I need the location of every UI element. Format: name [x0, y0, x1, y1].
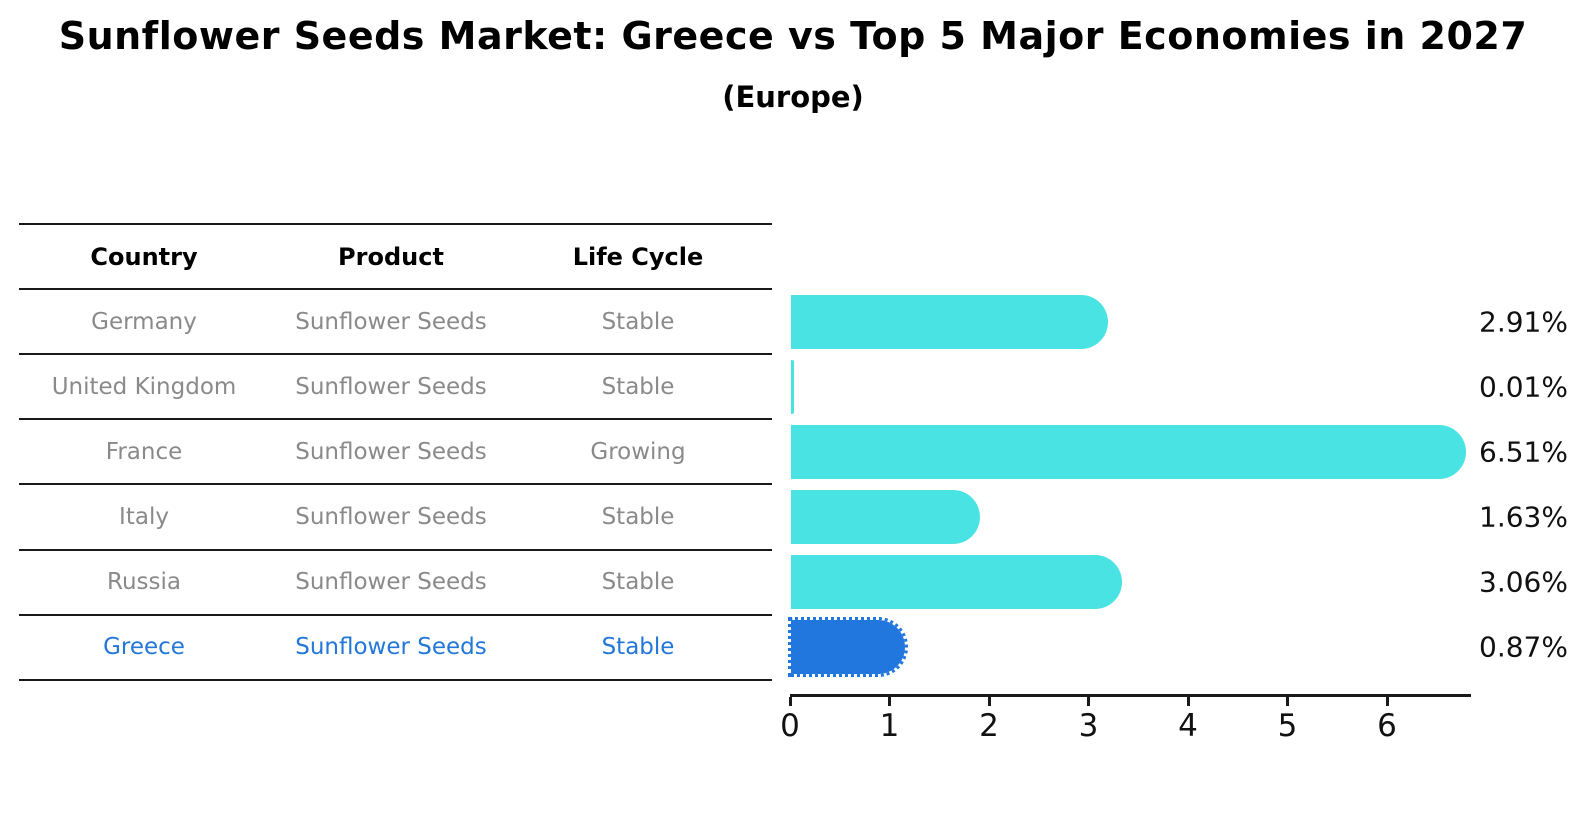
bar: [791, 359, 794, 414]
x-axis-tick-label: 1: [879, 708, 900, 744]
table-cell-life_cycle: Stable: [601, 569, 675, 596]
table-cell-life_cycle: Stable: [601, 634, 675, 661]
x-axis-tick-label: 3: [1078, 708, 1099, 744]
x-axis-tick-label: 6: [1377, 708, 1397, 744]
chart-title: Sunflower Seeds Market: Greece vs Top 5 …: [58, 14, 1528, 58]
x-axis-tick: [1286, 697, 1289, 706]
table-cell-life_cycle: Stable: [601, 373, 675, 400]
x-axis-tick: [1186, 697, 1190, 706]
column-header: Product: [338, 242, 444, 271]
bar-value-label: 6.51%: [1479, 435, 1568, 469]
table-cell-life_cycle: Growing: [590, 438, 686, 465]
x-axis-tick-label: 0: [780, 708, 800, 744]
table-cell-country: Greece: [103, 634, 185, 661]
table-cell-country: Italy: [119, 503, 169, 530]
bar-value-label: 1.63%: [1479, 500, 1568, 534]
table-rule: [19, 678, 772, 681]
bar: [791, 489, 981, 544]
x-axis-tick-label: 5: [1277, 708, 1298, 744]
x-axis-tick-label: 2: [979, 708, 999, 744]
column-header: Country: [90, 242, 198, 271]
table-cell-product: Sunflower Seeds: [295, 308, 487, 335]
x-axis-tick: [888, 697, 891, 706]
table-cell-life_cycle: Stable: [601, 308, 675, 335]
bar-value-label: 0.87%: [1479, 630, 1568, 664]
table-cell-life_cycle: Stable: [601, 503, 675, 530]
x-axis-tick: [788, 697, 792, 706]
x-axis-tick: [1087, 697, 1090, 706]
x-axis-tick: [987, 697, 991, 706]
table-cell-product: Sunflower Seeds: [295, 569, 487, 596]
table-rule: [19, 418, 772, 421]
chart-subtitle: (Europe): [722, 80, 864, 114]
table-cell-country: France: [105, 438, 183, 465]
table-cell-product: Sunflower Seeds: [295, 373, 487, 400]
table-cell-product: Sunflower Seeds: [295, 634, 487, 661]
table-rule: [19, 548, 772, 551]
table-cell-product: Sunflower Seeds: [295, 438, 487, 465]
bar: [791, 424, 1466, 479]
x-axis-line: [790, 694, 1471, 697]
bar-value-label: 3.06%: [1479, 565, 1568, 599]
x-axis-tick: [1385, 697, 1389, 706]
bar: [791, 294, 1108, 349]
table-rule: [19, 288, 772, 291]
table-cell-country: Germany: [91, 308, 197, 335]
table-cell-product: Sunflower Seeds: [295, 503, 487, 530]
table-rule: [19, 223, 772, 225]
column-header: Life Cycle: [572, 242, 704, 271]
x-axis-tick-label: 4: [1178, 708, 1198, 744]
table-cell-country: United Kingdom: [51, 373, 237, 400]
bar-value-label: 2.91%: [1479, 305, 1568, 339]
table-cell-country: Russia: [107, 569, 181, 596]
bar-value-label: 0.01%: [1479, 370, 1568, 404]
table-rule: [19, 613, 772, 616]
table-rule: [19, 353, 772, 356]
bar: [791, 555, 1123, 610]
table-rule: [19, 483, 772, 486]
bar-highlight: [788, 617, 908, 678]
